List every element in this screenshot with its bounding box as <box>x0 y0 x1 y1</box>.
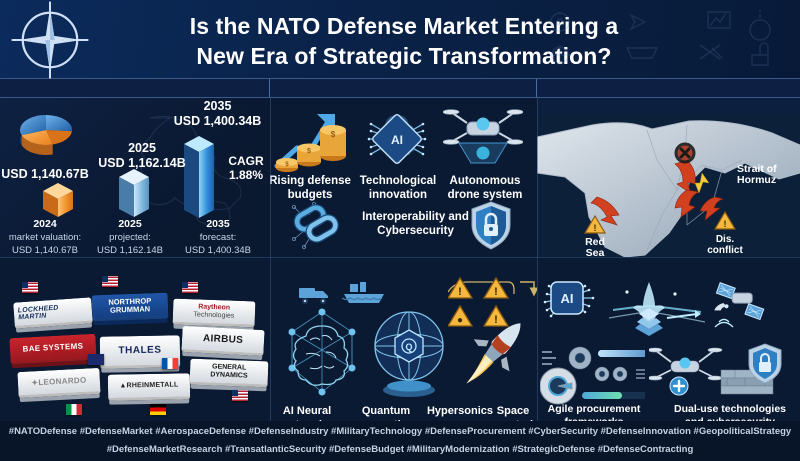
svg-text:Sea: Sea <box>586 247 605 257</box>
svg-text:Hormuz: Hormuz <box>737 174 776 186</box>
svg-text:conflict: conflict <box>707 245 743 256</box>
svg-text:Dis.: Dis. <box>716 234 735 245</box>
svg-text:$: $ <box>331 130 336 139</box>
svg-text:!: ! <box>458 286 462 298</box>
svg-text:$: $ <box>307 148 311 155</box>
svg-text:Q: Q <box>405 342 412 352</box>
svg-text:AI: AI <box>561 291 574 306</box>
svg-text:!: ! <box>494 286 498 298</box>
svg-text:!: ! <box>724 219 727 229</box>
svg-text:!: ! <box>594 223 597 233</box>
svg-text:AI: AI <box>391 133 403 147</box>
